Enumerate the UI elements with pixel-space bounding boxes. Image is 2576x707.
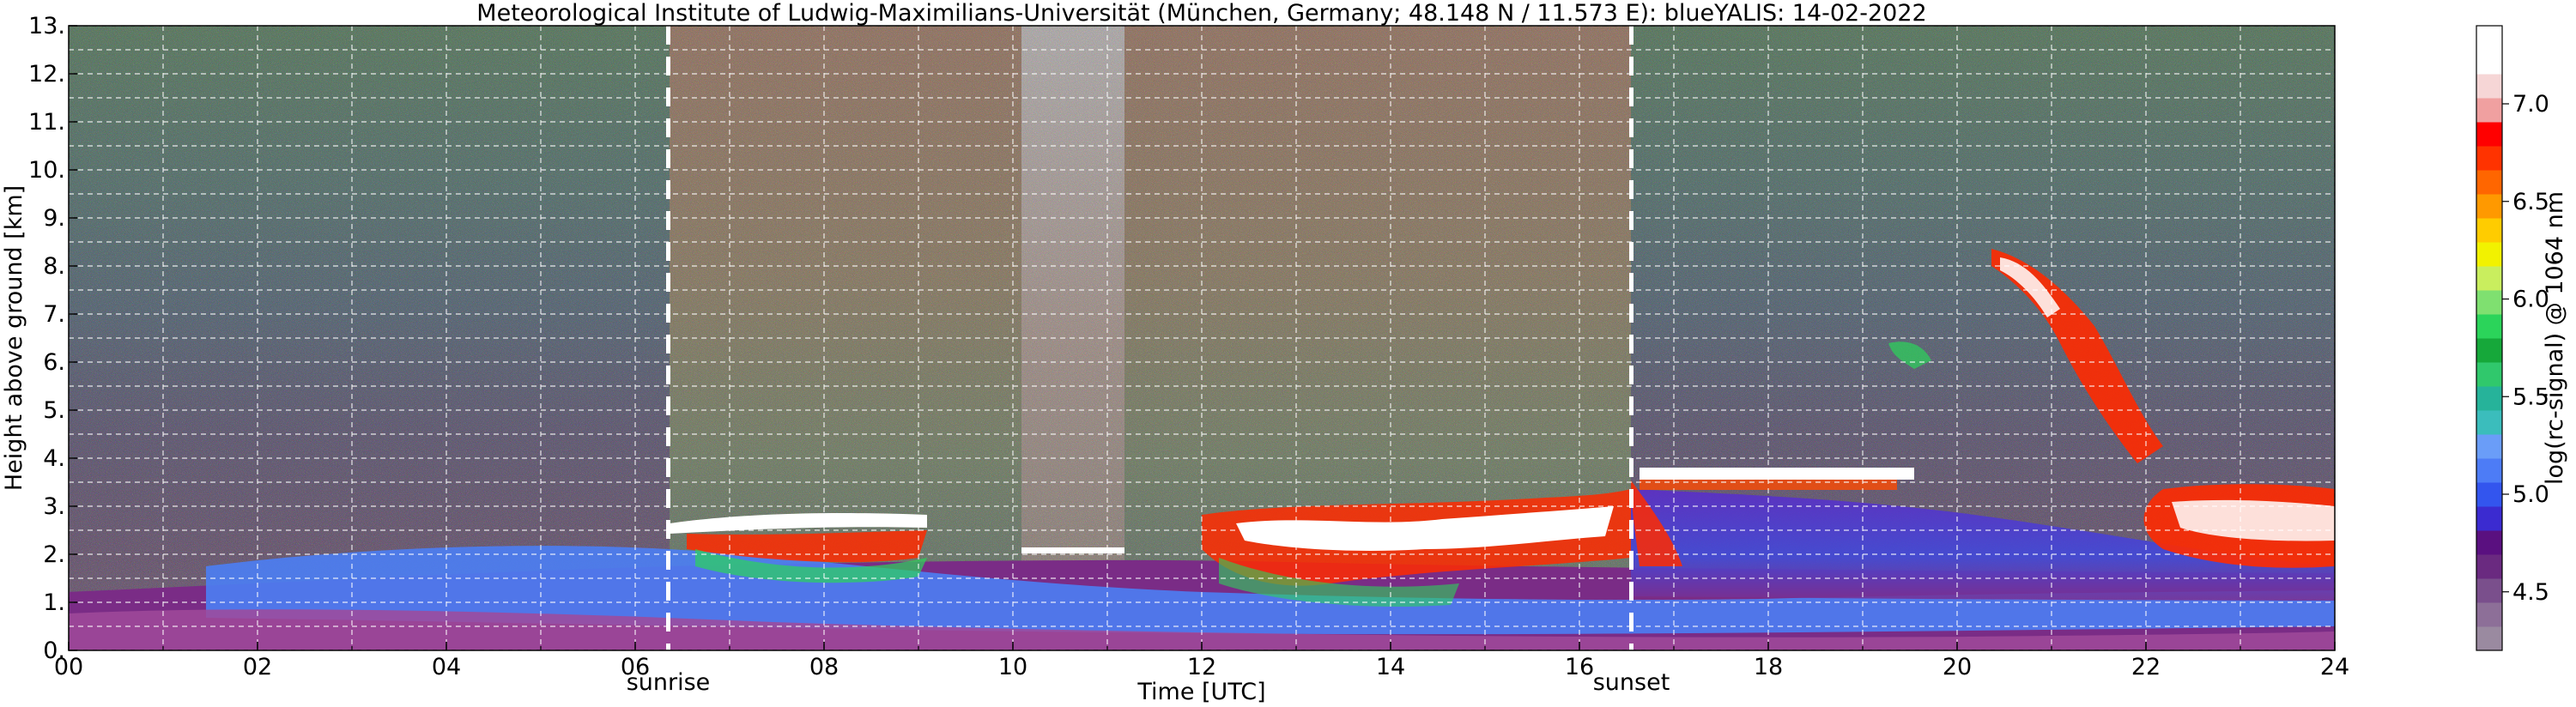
y-tick-label: 6. bbox=[43, 349, 65, 376]
event-lines: sunrise sunset bbox=[627, 26, 1670, 696]
x-tick-label: 14 bbox=[1376, 654, 1405, 680]
title-group: Meteorological Institute of Ludwig-Maxim… bbox=[476, 0, 1926, 27]
colorbar-segment bbox=[2476, 506, 2502, 531]
y-tick-label: 0. bbox=[43, 638, 65, 664]
y-tick-label: 12. bbox=[28, 61, 65, 88]
x-tick-label: 12 bbox=[1187, 654, 1216, 680]
thin-cloud-noon bbox=[1021, 547, 1124, 553]
y-tick-label: 13. bbox=[28, 13, 65, 39]
colorbar-tick-label: 5.5 bbox=[2512, 384, 2549, 410]
y-tick-label: 1. bbox=[43, 589, 65, 616]
colorbar-segment bbox=[2476, 602, 2502, 627]
colorbar-tick-label: 4.5 bbox=[2512, 579, 2549, 606]
colorbar-segment bbox=[2476, 386, 2502, 411]
colorbar-segment bbox=[2476, 98, 2502, 123]
colorbar-tick-label: 6.0 bbox=[2512, 287, 2549, 313]
y-tick-label: 4. bbox=[43, 445, 65, 472]
y-tick-label: 9. bbox=[43, 205, 65, 232]
evening-boundary-layer bbox=[1631, 489, 2335, 601]
x-axis-ticks: 00 02 04 06 08 10 12 14 16 18 20 22 24 bbox=[54, 642, 2349, 680]
cloud-layer-morning bbox=[670, 513, 927, 583]
x-tick-label: 24 bbox=[2320, 654, 2349, 680]
colorbar-segment bbox=[2476, 434, 2502, 459]
colorbar-tick-label: 5.0 bbox=[2512, 481, 2549, 508]
colorbar-segment bbox=[2476, 578, 2502, 603]
colorbar-segment bbox=[2476, 482, 2502, 507]
y-tick-label: 2. bbox=[43, 541, 65, 568]
y-tick-label: 7. bbox=[43, 301, 65, 328]
colorbar-segment bbox=[2476, 338, 2502, 363]
x-tick-label: 20 bbox=[1943, 654, 1972, 680]
x-tick-label: 08 bbox=[809, 654, 839, 680]
x-tick-label: 18 bbox=[1754, 654, 1783, 680]
x-tick-label: 22 bbox=[2131, 654, 2161, 680]
chart-title: Meteorological Institute of Ludwig-Maxim… bbox=[476, 0, 1926, 27]
grid-lines bbox=[68, 25, 2336, 651]
y-axis-ticks: 0. 1. 2. 3. 4. 5. 6. 7. 8. 9. 10. 11. 12. 13. bbox=[28, 13, 77, 664]
colorbar-segment bbox=[2476, 458, 2502, 483]
event-label-sunrise: sunrise bbox=[627, 669, 711, 696]
x-tick-label: 16 bbox=[1565, 654, 1594, 680]
event-label-sunset: sunset bbox=[1593, 669, 1670, 696]
colorbar-segment bbox=[2476, 122, 2502, 147]
colorbar-segment bbox=[2476, 290, 2502, 315]
colorbar-segment bbox=[2476, 50, 2502, 75]
x-tick-label: 00 bbox=[54, 654, 83, 680]
colorbar-segment bbox=[2476, 74, 2502, 99]
y-tick-label: 11. bbox=[28, 109, 65, 136]
x-tick-label: 04 bbox=[432, 654, 461, 680]
colorbar-segment bbox=[2476, 266, 2502, 291]
x-tick-label: 02 bbox=[243, 654, 272, 680]
x-tick-label: 10 bbox=[998, 654, 1027, 680]
colorbar-segment bbox=[2476, 554, 2502, 579]
x-tick-label: 06 bbox=[621, 654, 650, 680]
colorbar-segment bbox=[2476, 146, 2502, 171]
colorbar-segment bbox=[2476, 170, 2502, 195]
colorbar-label: log(rc-signal) @ 1064 nm bbox=[2542, 191, 2568, 485]
colorbar-segment bbox=[2476, 362, 2502, 387]
colorbar-tick-label: 7.0 bbox=[2512, 91, 2549, 118]
colorbar-frame bbox=[2476, 25, 2503, 651]
colorbar: 4.5 5.0 5.5 6.0 6.5 7.0 bbox=[2476, 25, 2549, 651]
colorbar-segment bbox=[2476, 626, 2502, 651]
y-tick-label: 3. bbox=[43, 493, 65, 520]
colorbar-segment bbox=[2476, 242, 2502, 267]
colorbar-segment bbox=[2476, 218, 2502, 243]
colorbar-tick-label: 6.5 bbox=[2512, 189, 2549, 215]
colorbar-segment bbox=[2476, 26, 2502, 51]
colorbar-segment bbox=[2476, 410, 2502, 435]
y-axis-label: Height above ground [km] bbox=[1, 185, 27, 491]
colorbar-segment bbox=[2476, 314, 2502, 339]
colorbar-segment bbox=[2476, 530, 2502, 555]
x-axis-label: Time [UTC] bbox=[1136, 679, 1265, 705]
y-tick-label: 5. bbox=[43, 397, 65, 424]
y-tick-label: 10. bbox=[28, 157, 65, 184]
y-tick-label: 8. bbox=[43, 253, 65, 280]
colorbar-segment bbox=[2476, 194, 2502, 219]
cloud-layer-midday bbox=[1202, 489, 1631, 607]
